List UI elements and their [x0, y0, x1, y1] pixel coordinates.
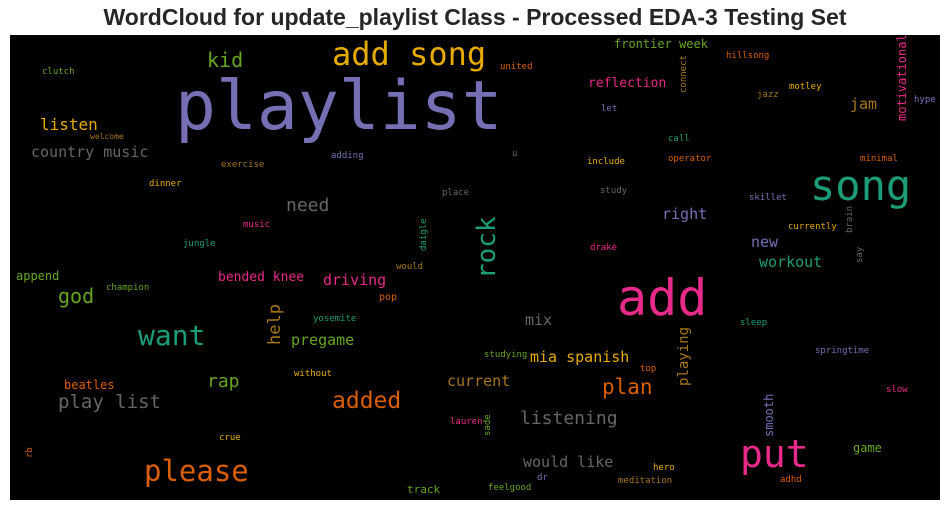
- word-frontier-week: frontier week: [614, 37, 708, 51]
- word-listen: listen: [40, 115, 98, 134]
- word-adding: adding: [331, 151, 364, 161]
- word-play-list: play list: [58, 391, 161, 413]
- word-daigle: daigle: [419, 218, 429, 251]
- word-kid: kid: [207, 48, 244, 72]
- word-motivational: motivational: [895, 35, 909, 121]
- word-u: u: [512, 149, 518, 159]
- word-champion: champion: [106, 283, 150, 293]
- word-operator: operator: [668, 154, 712, 164]
- word-add: add: [617, 269, 708, 327]
- word-dr: dr: [537, 473, 548, 483]
- word-playing: playing: [676, 326, 692, 386]
- word-bended-knee: bended knee: [218, 270, 305, 285]
- word-please: please: [144, 454, 249, 488]
- word-currently: currently: [788, 222, 837, 232]
- word-would: would: [396, 262, 424, 272]
- word-driving: driving: [323, 271, 387, 289]
- word-say: say: [855, 246, 865, 263]
- word-hype: hype: [914, 95, 936, 105]
- chart-title: WordCloud for update_playlist Class - Pr…: [103, 4, 847, 30]
- word-plan: plan: [602, 375, 653, 399]
- word-right: right: [662, 205, 708, 223]
- word-god: god: [58, 284, 95, 308]
- word-without: without: [294, 369, 332, 379]
- word-adhd: adhd: [780, 475, 802, 485]
- word-game: game: [853, 441, 882, 455]
- word-slow: slow: [886, 385, 908, 395]
- word-help: help: [265, 304, 285, 345]
- word-music: music: [243, 220, 271, 230]
- word-playlist: playlist: [175, 67, 503, 146]
- word-track: track: [407, 483, 441, 496]
- word-rap: rap: [207, 371, 240, 392]
- word-lauren: lauren: [450, 417, 483, 427]
- word-dinner: dinner: [149, 179, 182, 189]
- word-would-like: would like: [523, 453, 614, 471]
- word-brain: brain: [845, 205, 855, 233]
- word-study: study: [600, 186, 628, 196]
- word-pop: pop: [379, 292, 398, 303]
- word-current: current: [447, 372, 511, 390]
- word-exercise: exercise: [221, 160, 265, 170]
- word-welcome: welcome: [90, 132, 124, 141]
- word-studying: studying: [484, 350, 528, 360]
- word-workout: workout: [759, 253, 823, 271]
- word-include: include: [587, 157, 625, 167]
- word-clutch: clutch: [42, 67, 75, 77]
- word-added: added: [332, 388, 402, 414]
- word-rb: rb: [25, 447, 35, 458]
- word-call: call: [668, 134, 690, 144]
- word-sleep: sleep: [740, 318, 768, 328]
- word-united: united: [500, 62, 533, 72]
- word-rock: rock: [472, 216, 502, 279]
- word-feelgood: feelgood: [488, 483, 532, 493]
- word-append: append: [16, 269, 60, 283]
- word-top: top: [640, 364, 657, 374]
- word-smooth: smooth: [762, 393, 776, 437]
- word-skillet: skillet: [749, 193, 787, 203]
- word-jam: jam: [850, 95, 878, 113]
- word-hero: hero: [653, 463, 675, 473]
- word-add-song: add song: [332, 35, 487, 73]
- word-want: want: [138, 319, 206, 352]
- word-cloud-canvas: playlist add add song song put please wa…: [10, 35, 940, 500]
- word-song: song: [810, 161, 912, 210]
- word-place: place: [442, 188, 470, 198]
- word-drake: drake: [590, 243, 618, 253]
- word-let: let: [601, 104, 618, 114]
- word-crue: crue: [219, 433, 241, 443]
- word-reflection: reflection: [588, 76, 667, 91]
- word-country-music: country music: [31, 143, 149, 161]
- word-jungle: jungle: [183, 239, 216, 249]
- word-need: need: [286, 195, 330, 216]
- word-motley: motley: [789, 82, 822, 92]
- word-listening: listening: [520, 408, 618, 429]
- word-yosemite: yosemite: [313, 314, 357, 324]
- word-mix: mix: [525, 311, 553, 329]
- word-jazz: jazz: [757, 90, 779, 100]
- word-sade: sade: [483, 414, 493, 436]
- word-hillsong: hillsong: [726, 51, 770, 61]
- word-meditation: meditation: [618, 476, 673, 486]
- word-new: new: [751, 233, 779, 251]
- word-connect: connect: [679, 55, 689, 93]
- word-put: put: [740, 432, 809, 476]
- word-springtime: springtime: [815, 346, 870, 356]
- word-minimal: minimal: [860, 154, 898, 164]
- word-beatles: beatles: [64, 378, 115, 392]
- word-pregame: pregame: [291, 331, 355, 349]
- word-mia-spanish: mia spanish: [530, 348, 630, 366]
